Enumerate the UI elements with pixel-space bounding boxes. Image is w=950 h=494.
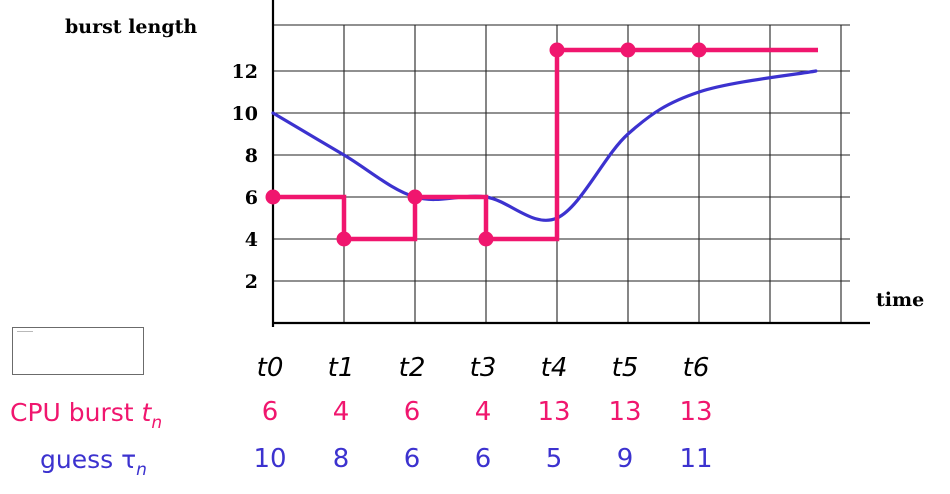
guess-value: 10 bbox=[253, 444, 286, 474]
cpu-burst-value: 13 bbox=[679, 397, 712, 427]
guess-value: 11 bbox=[679, 444, 712, 474]
guess-label-text: guess bbox=[40, 445, 121, 474]
y-tick-label: 6 bbox=[245, 187, 258, 209]
guess-symbol: τ bbox=[121, 445, 136, 474]
y-tick-labels: 2 4 6 8 10 12 bbox=[232, 61, 258, 293]
cpu-burst-step-line bbox=[273, 47, 818, 242]
x-tick-labels: t0 t1 t2 t3 t4 t5 t6 bbox=[257, 353, 710, 383]
cpu-burst-point bbox=[620, 42, 636, 58]
cpu-burst-point bbox=[549, 42, 565, 58]
cpu-burst-value: 13 bbox=[537, 397, 570, 427]
row-label-guess: guess τn bbox=[40, 445, 147, 480]
x-tick-label: t6 bbox=[683, 353, 710, 383]
chart-axes bbox=[271, 0, 870, 327]
x-tick-label: t5 bbox=[612, 353, 639, 383]
cpu-burst-value: 6 bbox=[262, 397, 279, 427]
cpu-burst-values-row: 6 4 6 4 13 13 13 bbox=[262, 397, 713, 427]
y-tick-label: 4 bbox=[245, 229, 258, 251]
cpu-burst-symbol: t bbox=[142, 398, 153, 427]
x-axis-label: time bbox=[876, 289, 924, 311]
cpu-burst-value: 6 bbox=[404, 397, 421, 427]
cpu-burst-subscript: n bbox=[151, 413, 162, 433]
cpu-burst-value: 4 bbox=[333, 397, 350, 427]
chart-grid bbox=[273, 24, 850, 323]
guess-curve bbox=[271, 69, 818, 222]
cpu-burst-point bbox=[478, 231, 494, 247]
cpu-burst-label-text: CPU burst bbox=[10, 398, 142, 427]
guess-value: 9 bbox=[617, 444, 634, 474]
row-label-cpu-burst: CPU burst tn bbox=[10, 398, 162, 433]
x-tick-label: t1 bbox=[328, 353, 355, 383]
cpu-burst-value: 13 bbox=[608, 397, 641, 427]
y-tick-label: 10 bbox=[232, 103, 258, 125]
guess-value: 6 bbox=[475, 444, 492, 474]
cpu-burst-point bbox=[336, 231, 352, 247]
x-tick-label: t3 bbox=[470, 353, 497, 383]
cpu-burst-point bbox=[265, 189, 281, 205]
cpu-burst-point bbox=[691, 42, 707, 58]
guess-value: 5 bbox=[546, 444, 563, 474]
x-tick-label: t2 bbox=[399, 353, 426, 383]
y-tick-label: 12 bbox=[232, 61, 258, 83]
guess-value: 6 bbox=[404, 444, 421, 474]
series-cpu-burst bbox=[265, 42, 818, 247]
y-axis-label: burst length bbox=[65, 16, 197, 38]
guess-value: 8 bbox=[333, 444, 350, 474]
cpu-burst-point bbox=[407, 189, 423, 205]
cpu-burst-value: 4 bbox=[475, 397, 492, 427]
series-guess bbox=[271, 69, 818, 222]
blank-placeholder-box bbox=[12, 327, 144, 375]
guess-subscript: n bbox=[136, 460, 147, 480]
x-tick-label: t4 bbox=[541, 353, 568, 383]
y-tick-label: 2 bbox=[245, 271, 258, 293]
guess-values-row: 10 8 6 6 5 9 11 bbox=[253, 444, 712, 474]
x-tick-label: t0 bbox=[257, 353, 284, 383]
y-tick-label: 8 bbox=[245, 145, 258, 167]
